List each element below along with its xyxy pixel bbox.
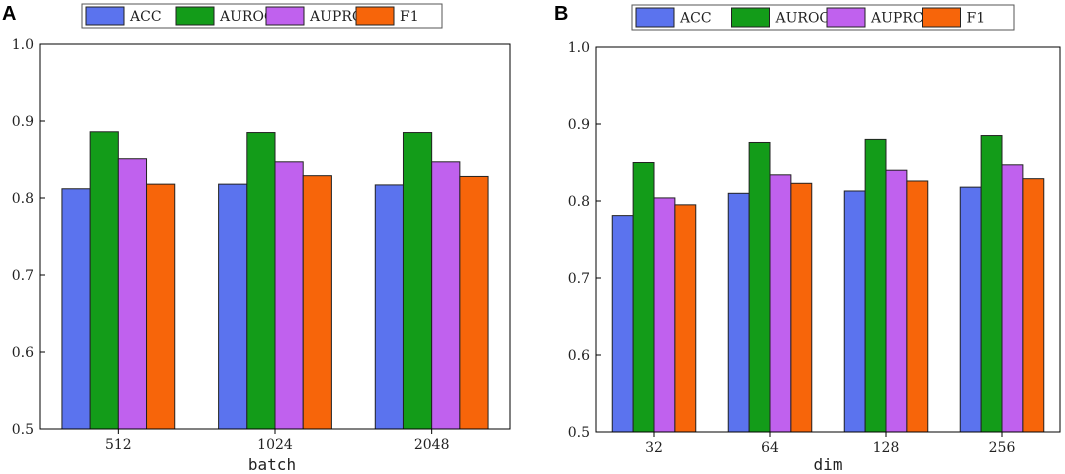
panel-a-bar-f1-2048 (459, 175, 489, 430)
panel-b-legend-label-acc: ACC (679, 11, 712, 27)
panel-a-bar-f1-1024 (302, 175, 332, 430)
panel-b-xtick-label: 128 (873, 440, 900, 456)
panel-b-plot: 32 64 128 256 0.5 0.6 0.7 0.8 0.9 1.0 (568, 40, 1061, 456)
panel-a-plot: 512 1024 2048 0.5 0.6 0.7 0.8 0.9 1.0 (12, 37, 511, 453)
panel-b-bar-auprc-128 (885, 169, 908, 433)
panel-a-legend-label-auroc: AUROC (219, 9, 275, 25)
panel-b-bar-acc-256 (959, 186, 982, 433)
panel-a-bar-f1-512 (146, 183, 176, 430)
panel-a-xtick-label: 2048 (414, 437, 450, 453)
panel-a-bar-acc-2048 (374, 184, 404, 430)
panel-a-ytick-label: 0.7 (12, 268, 34, 284)
panel-b-ytick-label: 0.7 (568, 271, 590, 287)
panel-b-ytick-label: 0.9 (568, 117, 590, 133)
panel-a-bar-acc-1024 (218, 183, 248, 430)
panel-b-ytick-label: 0.8 (568, 194, 590, 210)
panel-b-letter: B (554, 3, 568, 25)
panel-a-bar-auroc-512 (89, 131, 119, 430)
panel-a-bar-auroc-1024 (246, 132, 276, 430)
panel-a-ytick-label: 0.9 (12, 114, 34, 130)
panel-a-legend-label-f1: F1 (400, 9, 419, 25)
panel-b-bar-auprc-32 (653, 197, 676, 433)
panel-b-bar-auprc-256 (1001, 164, 1024, 433)
panel-b-ytick-label: 0.6 (568, 348, 590, 364)
panel-a: A ACC AUROC AUPRC F1 512 1024 2048 0.5 0.6 0.7 0.… (2, 3, 511, 474)
panel-b-bar-auroc-64 (748, 141, 771, 433)
panel-b-bar-auprc-64 (769, 174, 792, 433)
panel-a-legend-swatch-auroc (175, 6, 215, 26)
panel-a-bar-auprc-2048 (431, 161, 461, 430)
panel-a-ytick-label: 0.5 (12, 422, 34, 438)
panel-a-xtick-label: 512 (105, 437, 132, 453)
panel-b-bar-f1-64 (790, 182, 813, 433)
panel-b-bar-f1-128 (906, 180, 929, 433)
panel-a-bar-acc-512 (61, 188, 91, 430)
panel-a-ytick-label: 0.8 (12, 191, 34, 207)
panel-b-legend-swatch-auprc (826, 7, 866, 28)
panel-a-ytick-label: 0.6 (12, 345, 34, 361)
panel-b-xtick-label: 256 (989, 440, 1016, 456)
panel-b-legend: ACC AUROC AUPRC F1 (631, 4, 1015, 31)
panel-a-legend-swatch-acc (85, 6, 125, 26)
panel-b-xlabel: dim (814, 455, 843, 474)
panel-b-legend-label-auprc: AUPRC (870, 11, 924, 27)
panel-a-plot-frame (39, 43, 511, 430)
panel-a-xtick-label: 1024 (257, 437, 293, 453)
panel-a-legend-swatch-auprc (265, 6, 305, 26)
panel-b-bar-auroc-256 (980, 135, 1003, 433)
panel-a-legend-swatch-f1 (355, 6, 395, 26)
panel-a-bar-auprc-1024 (274, 161, 304, 430)
panel-b-bar-acc-64 (727, 192, 750, 433)
panel-a-letter: A (2, 3, 16, 25)
panel-a-bar-auroc-2048 (402, 132, 433, 430)
panel-b-bar-acc-32 (611, 215, 634, 433)
panel-a-ytick-label: 1.0 (12, 37, 34, 53)
panel-a-legend-label-auprc: AUPRC (309, 9, 363, 25)
panel-a-xlabel: batch (248, 455, 296, 474)
panel-b-legend-label-auroc: AUROC (775, 11, 831, 27)
panel-a-legend-label-acc: ACC (129, 9, 162, 25)
panel-a-legend: ACC AUROC AUPRC F1 (81, 3, 443, 29)
panel-b-legend-label-f1: F1 (967, 11, 986, 27)
panel-b-legend-swatch-f1 (922, 7, 961, 28)
panel-b-ytick-label: 0.5 (568, 425, 590, 441)
panel-b-legend-swatch-auroc (731, 7, 770, 28)
panel-b-xtick-label: 64 (761, 440, 779, 456)
panel-b-ytick-label: 1.0 (568, 40, 590, 56)
panel-a-bar-auprc-512 (117, 158, 148, 430)
panel-b-xtick-label: 32 (645, 440, 663, 456)
panel-b-bar-auroc-32 (632, 162, 655, 433)
panel-b-bar-f1-32 (674, 204, 697, 433)
panel-b-bar-acc-128 (843, 190, 866, 433)
panel-b-bar-f1-256 (1022, 178, 1045, 433)
panel-b-bar-auroc-128 (864, 138, 887, 433)
panel-b-plot-frame (595, 46, 1061, 433)
panel-b-legend-swatch-acc (635, 7, 675, 28)
panel-b: B ACC AUROC AUPRC F1 32 64 128 256 0.5 0.6 0.7 0.8… (554, 3, 1061, 474)
